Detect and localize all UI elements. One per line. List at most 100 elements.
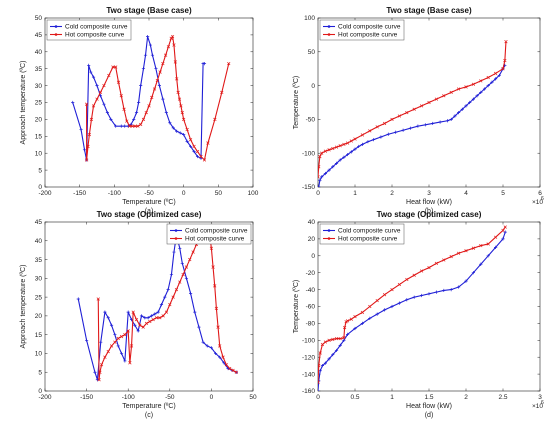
- data-point-hot: [154, 316, 159, 320]
- y-tick-label: -100: [302, 150, 315, 157]
- data-point-hot: [353, 314, 357, 319]
- series-group: [76, 233, 239, 382]
- data-point-cold: [397, 301, 401, 305]
- data-point-hot: [134, 317, 139, 322]
- data-point-cold: [76, 297, 80, 301]
- data-point-cold: [457, 111, 461, 115]
- data-point-hot: [199, 154, 203, 159]
- data-point-hot: [163, 53, 168, 57]
- data-point-hot: [111, 65, 115, 69]
- data-point-hot: [390, 287, 394, 292]
- data-point-cold: [357, 144, 361, 149]
- x-tick-label: -150: [80, 394, 93, 401]
- data-point-hot: [318, 175, 320, 179]
- legend-marker: [54, 33, 58, 36]
- data-point-hot: [382, 121, 387, 126]
- y-tick-label: 15: [35, 134, 43, 141]
- data-point-cold: [185, 139, 189, 143]
- data-point-cold: [379, 135, 383, 139]
- data-point-hot: [151, 317, 155, 322]
- data-point-cold: [164, 111, 168, 115]
- chart-title: Two stage (Base case): [386, 6, 472, 15]
- data-point-hot: [107, 73, 111, 78]
- data-point-hot: [216, 325, 220, 329]
- data-point-hot: [84, 102, 89, 106]
- data-point-cold: [416, 124, 420, 128]
- chart-title: Two stage (Optimized case): [97, 210, 202, 219]
- x-tick-label: 6: [538, 190, 542, 197]
- y-tick-label: 40: [308, 219, 316, 226]
- data-point-hot: [442, 258, 446, 262]
- x-tick-label: 4: [464, 190, 468, 197]
- data-point-cold: [91, 75, 96, 79]
- x-axis-label: Temperature (ºC): [122, 403, 176, 410]
- data-point-hot: [171, 295, 175, 299]
- data-point-hot: [158, 70, 162, 74]
- data-point-hot: [177, 97, 182, 101]
- data-point-hot: [150, 95, 154, 100]
- panel-caption: (a): [145, 208, 154, 215]
- data-point-hot: [471, 82, 476, 86]
- data-point-cold: [134, 111, 139, 115]
- y-axis-label: Approach temperature (ºC): [20, 61, 27, 145]
- data-point-hot: [318, 380, 320, 385]
- data-point-cold: [394, 130, 398, 134]
- data-point-cold: [195, 154, 200, 159]
- panel-caption: (c): [145, 412, 153, 419]
- data-point-cold: [109, 323, 114, 327]
- y-tick-label: 20: [35, 117, 43, 124]
- data-point-cold: [323, 171, 327, 176]
- plot-area: [317, 221, 541, 392]
- data-point-cold: [143, 53, 148, 57]
- data-point-hot: [327, 338, 331, 342]
- data-point-cold: [168, 121, 172, 125]
- data-point-cold: [334, 161, 339, 165]
- x-tick-label: 3: [538, 394, 542, 401]
- data-point-hot: [176, 90, 180, 95]
- y-tick-label: -160: [302, 388, 315, 395]
- x-tick-label: 3: [427, 190, 431, 197]
- data-point-hot: [98, 370, 102, 374]
- data-point-cold: [460, 107, 464, 111]
- data-point-hot: [464, 85, 468, 89]
- legend-label: Hot composite curve: [338, 32, 398, 39]
- data-point-hot: [188, 138, 193, 142]
- data-point-hot: [501, 228, 505, 233]
- y-tick-label: -80: [306, 321, 316, 328]
- x-scale-multiplier: ×10: [532, 403, 543, 410]
- data-point-hot: [136, 124, 140, 128]
- data-point-hot: [412, 107, 416, 111]
- data-point-cold: [163, 295, 167, 299]
- chart-panel-0: -200 -150 -100 -50 0 50 100 0 5 10 15 20 25 30 35 40 45 5…: [20, 6, 259, 215]
- x-tick-label: -50: [144, 190, 154, 197]
- data-point-hot: [419, 104, 424, 108]
- data-point-hot: [338, 336, 342, 341]
- data-point-hot: [113, 340, 117, 344]
- data-point-cold: [490, 80, 494, 84]
- y-tick-label: 35: [35, 66, 43, 73]
- data-point-cold: [420, 293, 424, 298]
- data-point-cold: [171, 126, 175, 130]
- data-point-cold: [103, 310, 107, 314]
- data-point-cold: [486, 84, 490, 88]
- data-point-cold: [468, 100, 472, 105]
- legend-marker: [327, 237, 331, 240]
- data-point-hot: [98, 90, 103, 95]
- data-point-hot: [144, 321, 149, 326]
- data-point-cold: [159, 303, 164, 307]
- x-axis-label: Heat flow (kW): [406, 403, 452, 410]
- data-point-hot: [206, 141, 210, 145]
- x-tick-label: 50: [249, 394, 257, 401]
- data-point-cold: [449, 288, 453, 292]
- data-point-cold: [318, 185, 321, 187]
- chart-panel-3: 0 0.5 1 1.5 2 2.5 3 -160 -140 -120 -100 -80 -60 -40 -2…: [293, 210, 544, 419]
- legend-marker: [54, 25, 58, 28]
- data-point-hot: [161, 314, 165, 318]
- data-point-hot: [405, 277, 409, 282]
- x-tick-label: 0: [316, 190, 320, 197]
- data-point-hot: [89, 117, 94, 122]
- data-point-cold: [106, 316, 110, 320]
